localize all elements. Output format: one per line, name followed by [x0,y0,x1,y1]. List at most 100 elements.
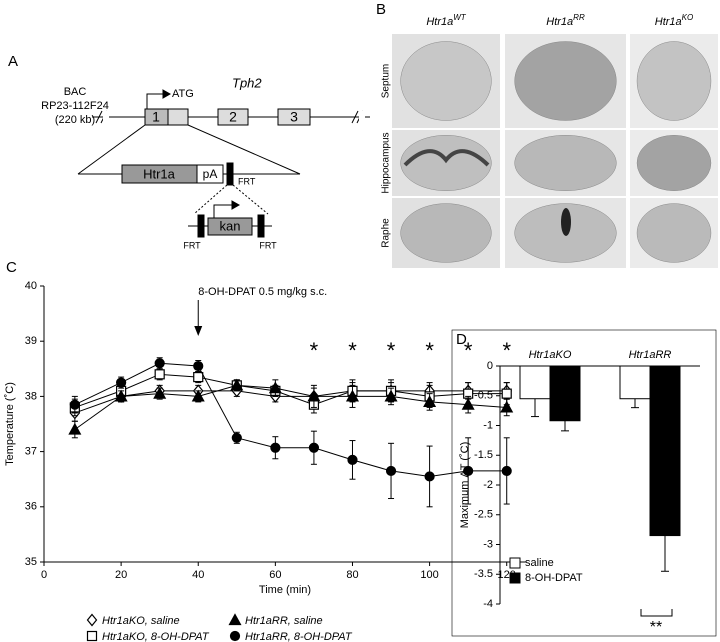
bar [619,365,651,400]
marker [154,369,165,380]
series-line [74,390,507,414]
x-tick-label: 20 [115,569,127,581]
row-label: Hippocampus [381,132,392,193]
y-tick-label: 35 [25,556,37,568]
category-label: Htr1aKO [529,349,572,361]
marker [268,381,282,394]
significance-star: * [425,338,434,363]
genotype: KO [682,13,694,22]
kan-label: kan [220,218,241,233]
y-tick-label: -0.5 [474,390,493,402]
marker [230,378,244,391]
y-tick-label: 40 [25,280,37,292]
x-tick-label: 80 [346,569,358,581]
frt-label: FRT [259,240,277,250]
y-axis-title: Maximum ΔT (˚C) [459,442,471,529]
brain-section [514,41,617,121]
hippocampus-band [403,149,490,167]
marker [345,389,359,402]
marker [307,389,321,402]
legend-marker [228,613,242,626]
gene-label: Tph2 [232,75,262,90]
row-label: Septum [381,64,392,98]
marker [385,465,397,477]
y-tick-label: -2 [483,479,493,491]
bar [519,365,551,400]
brain-section [400,41,492,121]
frt-label: FRT [183,240,201,250]
series-line [74,362,507,477]
arrow-label: 8-OH-DPAT 0.5 mg/kg s.c. [198,286,327,298]
y-tick-label: -3 [483,538,493,550]
x-tick-label: 60 [269,569,281,581]
legend-marker [86,613,98,627]
marker [347,454,358,465]
legend-marker [86,630,98,642]
row-label: Raphe [381,218,392,248]
marker [500,400,514,413]
marker [308,442,320,453]
marker [501,465,512,477]
marker [69,399,80,410]
panel-a [77,89,370,238]
panel-label: D [456,331,467,348]
legend-label: Htr1aKO, saline [102,615,180,627]
significance-bracket [640,609,673,617]
marker [424,471,435,482]
legend-label: 8-OH-DPAT [525,572,583,584]
marker [501,388,512,399]
significance-label: ** [650,619,662,636]
marker [193,360,204,372]
category-label: Htr1aRR [629,349,672,361]
frt-site [226,162,234,186]
legend-swatch [509,572,521,584]
marker [153,386,167,399]
x-axis-title: Time (min) [259,584,311,596]
legend-label: Htr1aRR, 8-OH-DPAT [245,631,353,642]
significance-star: * [502,338,511,363]
genotype: RR [573,13,585,22]
exon-label: 3 [290,109,298,125]
marker [116,377,127,388]
insert-label: Htr1a [143,166,176,181]
tss-arrow [146,93,163,109]
marker [68,422,82,435]
y-tick-label: 36 [25,501,37,513]
y-tick-label: 37 [25,446,37,458]
panel-label: B [376,1,386,18]
significance-star: * [310,338,319,363]
gene: Htr1a [426,16,453,28]
x-tick-label: 40 [192,569,204,581]
brain-section [636,41,712,121]
column-header: Htr1aKO [655,13,693,28]
y-tick-label: -2.5 [474,509,493,521]
bar [649,365,681,537]
column-header: Htr1aWT [426,13,466,28]
exon-label: 1 [152,109,160,125]
y-tick-label: 39 [25,335,37,347]
marker [270,442,281,453]
bac-label: BAC [64,86,87,98]
legend-swatch [509,557,521,569]
exon-3 [277,108,311,126]
x-tick-label: 0 [41,569,47,581]
panel-frame [451,329,717,637]
arrow-head [194,326,203,336]
gene: Htr1a [655,16,682,28]
marker [191,389,205,402]
y-tick-label: -1.5 [474,449,493,461]
column-header: Htr1aRR [546,13,585,28]
x-tick-label: 100 [420,569,438,581]
y-tick-label: -1 [483,419,493,431]
bac-label: (220 kb) [55,114,95,126]
marker [114,389,128,402]
brain-section [514,135,617,191]
marker [463,465,474,477]
pa-box [196,164,224,184]
marker [231,432,242,443]
marker [154,358,165,369]
significance-star: * [464,338,473,363]
genotype: WT [453,13,467,22]
